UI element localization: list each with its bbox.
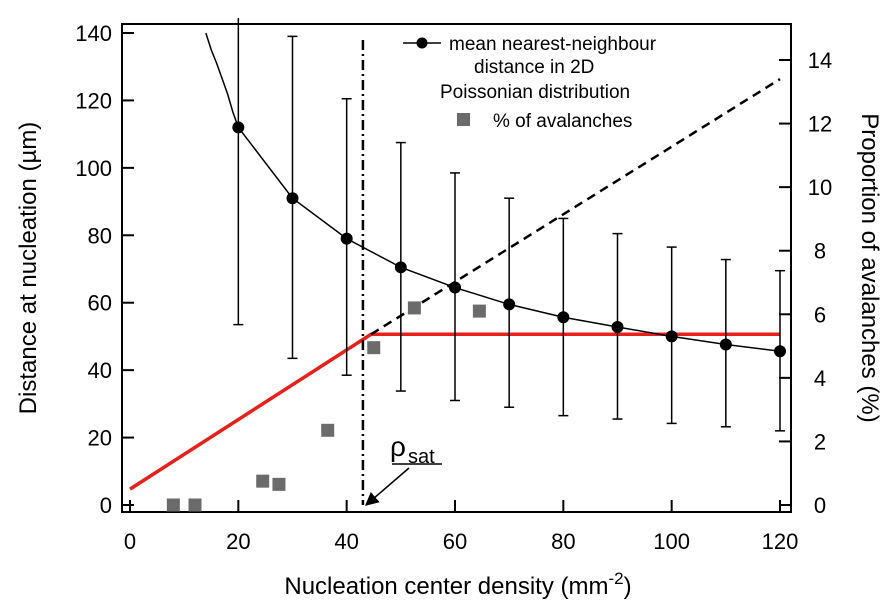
right-tick-label-4: 4 (814, 366, 826, 391)
legend-nn-line-1: mean nearest-neighbour (449, 34, 657, 55)
plot-frame (121, 23, 792, 513)
avalanche-point-2 (256, 474, 270, 488)
nn-point-40 (340, 232, 353, 245)
nn-point-70 (503, 298, 516, 311)
left-tick-label-120: 120 (75, 88, 112, 113)
bottom-tick-label-80: 80 (551, 529, 575, 554)
left-tick-label-80: 80 (88, 223, 112, 248)
legend-circle-marker (416, 37, 428, 49)
right-tick-label-0: 0 (814, 493, 826, 518)
right-tick-label-12: 12 (808, 112, 832, 137)
right-tick-label-8: 8 (814, 239, 826, 264)
nn-point-60 (449, 281, 461, 294)
rho-sat-annotation: ρ sat (364, 431, 442, 506)
avalanche-point-3 (272, 477, 286, 491)
right-tick-label-14: 14 (808, 48, 832, 73)
right-tick-label-6: 6 (814, 302, 826, 327)
avalanche-squares-group (166, 301, 486, 512)
extrapolation-line (370, 78, 781, 336)
bottom-tick-label-20: 20 (226, 529, 250, 554)
left-tick-label-60: 60 (88, 291, 112, 316)
avalanche-point-5 (367, 341, 381, 355)
x-axis-title-sup: -2 (609, 569, 624, 588)
nn-point-100 (665, 330, 678, 343)
bottom-tick-label-120: 120 (762, 529, 799, 554)
left-tick-label-40: 40 (88, 358, 112, 383)
left-tick-label-0: 0 (100, 493, 112, 518)
avalanche-point-1 (188, 498, 202, 512)
right-tick-label-10: 10 (808, 175, 832, 200)
bottom-tick-label-60: 60 (443, 529, 467, 554)
left-tick-label-140: 140 (75, 21, 112, 46)
nn-point-120 (774, 345, 786, 358)
x-axis-title: Nucleation center density (mm-2) (284, 569, 631, 600)
rho-symbol: ρ (390, 431, 406, 462)
bottom-tick-label-40: 40 (334, 529, 358, 554)
bottom-axis-ticks: 0 20 40 60 80 100 120 (124, 500, 798, 554)
x-axis-title-suffix: ) (624, 573, 632, 600)
rho-arrow (364, 467, 410, 506)
legend-nn-line-2: distance in 2D (474, 57, 594, 78)
right-tick-label-2: 2 (814, 429, 826, 454)
legend: mean nearest-neighbour distance in 2D Po… (403, 34, 657, 132)
nn-point-20 (232, 121, 245, 134)
avalanche-point-7 (472, 304, 486, 318)
x-axis-title-main: Nucleation center density (mm (284, 573, 608, 600)
y-left-axis-title: Distance at nucleation (µm) (15, 122, 42, 415)
bottom-tick-label-100: 100 (653, 529, 690, 554)
nn-point-90 (611, 320, 624, 333)
nn-point-30 (286, 192, 299, 205)
nn-point-50 (394, 261, 407, 274)
extrapolation-line-group (370, 78, 781, 336)
left-tick-label-100: 100 (75, 156, 112, 181)
left-tick-label-20: 20 (88, 426, 112, 451)
avalanche-point-6 (407, 301, 421, 315)
nn-markers-group (232, 121, 786, 358)
avalanche-point-4 (321, 423, 335, 437)
legend-avalanches: % of avalanches (493, 111, 632, 132)
left-axis-ticks: 0 20 40 60 80 100 120 140 (75, 21, 134, 518)
nn-point-110 (719, 338, 732, 351)
right-axis-ticks: 0 2 4 6 8 10 12 14 (779, 48, 832, 518)
rho-subscript: sat (408, 446, 435, 468)
nn-point-80 (557, 311, 570, 324)
avalanche-point-0 (166, 498, 180, 512)
bottom-tick-label-0: 0 (124, 529, 136, 554)
legend-square-marker (457, 113, 470, 126)
legend-nn-line-3: Poissonian distribution (440, 82, 630, 103)
y-right-axis-title: Proportion of avalanches (%) (856, 113, 883, 423)
